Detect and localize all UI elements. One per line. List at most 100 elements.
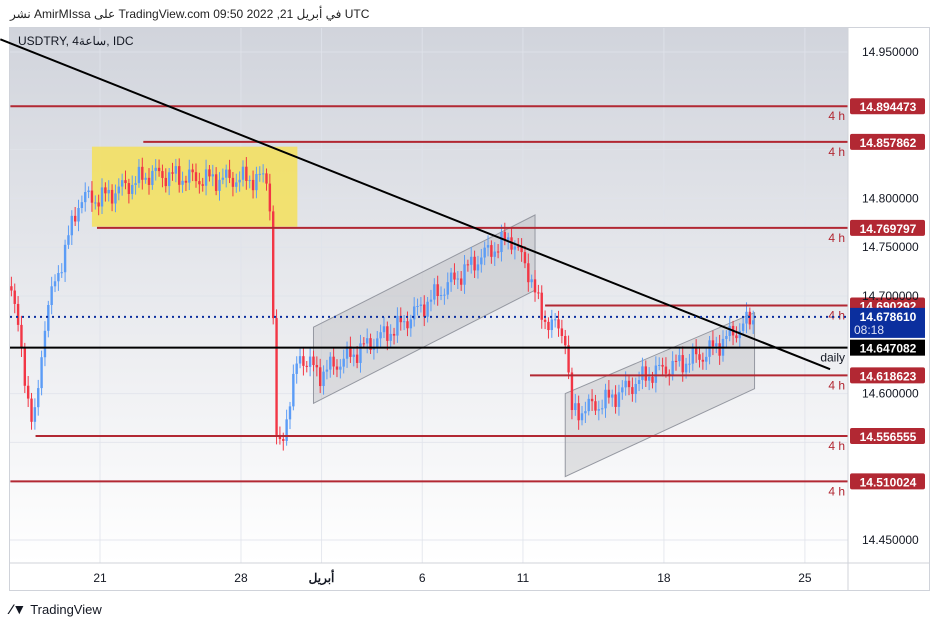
candle-body [198, 181, 201, 185]
candle-body [84, 192, 87, 203]
candle-body [100, 187, 104, 207]
candle-body [272, 211, 275, 319]
candle-body [446, 282, 449, 295]
candle-body [439, 294, 443, 297]
candle-body [604, 389, 607, 409]
candle-body [557, 319, 560, 329]
consolidation-zone [91, 146, 298, 227]
candle-body [466, 264, 470, 266]
chart-frame[interactable] [9, 27, 930, 591]
candle-body [426, 301, 429, 317]
candle-body [365, 338, 369, 344]
candle-body [141, 166, 144, 180]
candle-body [288, 406, 292, 420]
level-price-tag [850, 367, 925, 384]
candle-body [520, 246, 523, 253]
candle-body [580, 413, 584, 421]
candle-body [154, 167, 157, 171]
candle-body [621, 387, 624, 393]
candle-body [597, 409, 601, 411]
level-timeframe-label: 4 h [828, 109, 845, 123]
candle-body [386, 326, 389, 341]
candle-body [235, 182, 238, 187]
price-tick-label: 14.450000 [862, 533, 919, 547]
level-price-tag [850, 473, 925, 490]
candle-body [671, 360, 674, 376]
candle-body [245, 166, 248, 181]
candle-body [694, 348, 698, 355]
candle-body [584, 411, 587, 414]
candle-body [456, 278, 460, 280]
candle-body [214, 174, 218, 191]
level-price-label: 14.857862 [860, 136, 917, 150]
candle-body [496, 251, 500, 253]
candle-body [711, 340, 715, 347]
candle-body [600, 408, 604, 410]
candle-body [181, 180, 184, 185]
candle-body [47, 305, 50, 331]
candle-body [543, 319, 547, 322]
level-timeframe-label: 4 h [828, 231, 845, 245]
candle-body [389, 333, 392, 341]
tradingview-logo[interactable]: ⁄▼ TradingView [10, 601, 102, 617]
candle-body [741, 323, 745, 331]
candle-body [409, 319, 413, 329]
candle-body [419, 304, 423, 306]
candle-body [725, 336, 728, 339]
candle-body [718, 343, 721, 356]
candle-body [174, 166, 178, 174]
candle-body [678, 355, 681, 362]
candle-body [429, 299, 433, 302]
candle-body [40, 357, 43, 389]
level-price-label: 14.618623 [860, 369, 917, 383]
candle-body [476, 264, 480, 271]
candle-body [500, 232, 503, 253]
candle-body [624, 380, 627, 388]
candle-body [574, 403, 577, 411]
candle-body [43, 330, 47, 358]
candle-body [738, 330, 741, 339]
candle-body [681, 355, 684, 373]
candle-body [607, 389, 611, 398]
candle-body [315, 365, 319, 368]
candle-body [60, 272, 63, 274]
candle-body [352, 354, 355, 357]
candle-body [459, 278, 463, 285]
candle-body [325, 369, 329, 372]
price-tick-label: 14.950000 [862, 45, 919, 59]
candle-body [376, 338, 379, 349]
candle-body [540, 292, 543, 320]
candle-body [402, 321, 406, 323]
candle-body [503, 232, 507, 240]
level-timeframe-label: 4 h [828, 308, 845, 322]
candle-body [715, 343, 718, 347]
candle-body [194, 172, 198, 182]
candle-body [664, 366, 668, 374]
candle-body [382, 326, 386, 333]
candle-body [705, 356, 708, 362]
candle-body [171, 172, 174, 174]
candle-body [120, 180, 124, 187]
candle-body [94, 202, 97, 204]
current-price-label: 14.678610 [860, 310, 917, 324]
candle-body [698, 354, 701, 360]
candle-body [167, 172, 171, 187]
candle-body [483, 247, 486, 258]
candle-body [261, 173, 265, 175]
candle-body [339, 366, 342, 370]
candle-body [493, 251, 496, 257]
candle-body [191, 169, 194, 173]
current-price-tag [850, 307, 925, 338]
candle-body [16, 303, 20, 325]
price-tick-label: 14.800000 [862, 191, 919, 205]
candle-body [590, 398, 594, 402]
candle-body [20, 324, 23, 349]
candle-body [208, 169, 211, 177]
trendline [0, 38, 831, 371]
candle-body [228, 169, 231, 178]
candle-body [151, 170, 154, 185]
candle-body [399, 315, 402, 323]
time-tick-label: 11 [517, 571, 530, 585]
daily-price-tag [850, 339, 925, 356]
